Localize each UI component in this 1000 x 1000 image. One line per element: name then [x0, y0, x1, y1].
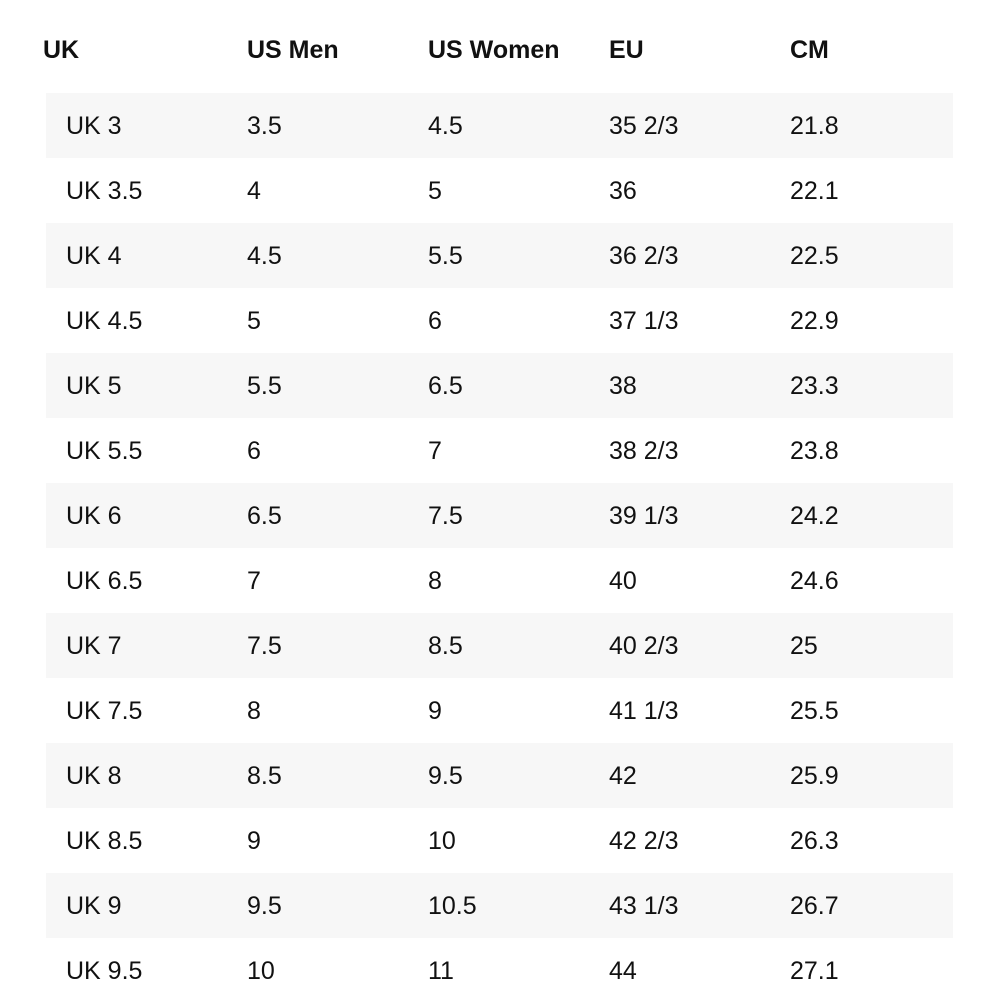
table-cell: 7 [247, 567, 261, 595]
table-cell: 23.8 [790, 437, 839, 465]
table-cell: 41 1/3 [609, 697, 679, 725]
table-cell: UK 5 [66, 372, 122, 400]
table-cell: 3.5 [247, 112, 282, 140]
table-cell: 8.5 [247, 762, 282, 790]
table-cell: UK 7 [66, 632, 122, 660]
table-cell: 35 2/3 [609, 112, 679, 140]
table-cell: 6.5 [247, 502, 282, 530]
table-cell: 8.5 [428, 632, 463, 660]
column-header: EU [609, 36, 644, 64]
table-cell: 5.5 [428, 242, 463, 270]
table-cell: 8 [247, 697, 261, 725]
table-cell: 11 [428, 957, 454, 985]
table-cell: 27.1 [790, 957, 839, 985]
table-cell: UK 8 [66, 762, 122, 790]
table-cell: 5.5 [247, 372, 282, 400]
table-cell: 21.8 [790, 112, 839, 140]
table-cell: UK 9.5 [66, 957, 143, 985]
table-cell: UK 6 [66, 502, 122, 530]
table-cell: 40 2/3 [609, 632, 679, 660]
table-cell: 43 1/3 [609, 892, 679, 920]
table-cell: 9.5 [247, 892, 282, 920]
table-cell: 9.5 [428, 762, 463, 790]
table-cell: 42 [609, 762, 637, 790]
table-row [46, 223, 953, 288]
table-cell: 26.7 [790, 892, 839, 920]
table-cell: UK 8.5 [66, 827, 143, 855]
table-cell: 5 [247, 307, 261, 335]
table-row [46, 613, 953, 678]
table-cell: 42 2/3 [609, 827, 679, 855]
table-cell: 23.3 [790, 372, 839, 400]
table-cell: 26.3 [790, 827, 839, 855]
table-cell: 10 [247, 957, 275, 985]
table-cell: UK 6.5 [66, 567, 143, 595]
table-cell: 22.9 [790, 307, 839, 335]
table-cell: 38 2/3 [609, 437, 679, 465]
table-cell: UK 4.5 [66, 307, 143, 335]
table-cell: 7 [428, 437, 442, 465]
table-cell: UK 4 [66, 242, 122, 270]
table-cell: 39 1/3 [609, 502, 679, 530]
table-cell: 24.6 [790, 567, 839, 595]
table-cell: UK 7.5 [66, 697, 143, 725]
table-row [46, 483, 953, 548]
table-cell: 4.5 [247, 242, 282, 270]
table-cell: 24.2 [790, 502, 839, 530]
table-cell: 4 [247, 177, 261, 205]
table-cell: 7.5 [247, 632, 282, 660]
table-cell: 25 [790, 632, 818, 660]
table-cell: UK 3.5 [66, 177, 143, 205]
table-cell: 6.5 [428, 372, 463, 400]
table-cell: 25.9 [790, 762, 839, 790]
table-cell: 7.5 [428, 502, 463, 530]
table-row [46, 93, 953, 158]
table-cell: 8 [428, 567, 442, 595]
table-row [46, 353, 953, 418]
table-cell: 36 2/3 [609, 242, 679, 270]
column-header: US Men [247, 36, 339, 64]
table-cell: 44 [609, 957, 637, 985]
table-cell: UK 5.5 [66, 437, 143, 465]
table-cell: 36 [609, 177, 637, 205]
table-cell: 6 [247, 437, 261, 465]
table-cell: 10 [428, 827, 456, 855]
table-cell: 9 [247, 827, 261, 855]
column-header: UK [43, 36, 80, 64]
table-cell: 40 [609, 567, 637, 595]
table-cell: 4.5 [428, 112, 463, 140]
table-cell: 22.5 [790, 242, 839, 270]
table-cell: 38 [609, 372, 637, 400]
table-cell: UK 3 [66, 112, 122, 140]
table-cell: UK 9 [66, 892, 122, 920]
column-header: US Women [428, 36, 560, 64]
table-row [46, 873, 953, 938]
column-header: CM [790, 36, 829, 64]
table-cell: 9 [428, 697, 442, 725]
table-cell: 5 [428, 177, 442, 205]
table-cell: 25.5 [790, 697, 839, 725]
table-cell: 22.1 [790, 177, 839, 205]
table-row [46, 743, 953, 808]
table-cell: 10.5 [428, 892, 477, 920]
table-cell: 6 [428, 307, 442, 335]
table-cell: 37 1/3 [609, 307, 679, 335]
